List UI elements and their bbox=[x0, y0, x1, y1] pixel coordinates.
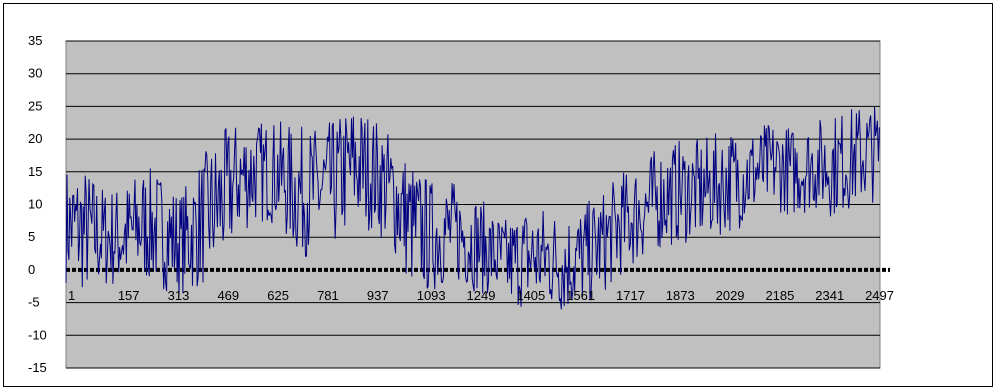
x-tick-label: 1093 bbox=[417, 288, 446, 303]
chart-frame: 35 30 25 20 15 10 5 0 -5 -10 -15 1 157 313 469 625 781 9… bbox=[3, 3, 993, 387]
y-tick-label: -5 bbox=[28, 295, 40, 310]
x-tick-label: 2029 bbox=[716, 288, 745, 303]
x-tick-label: 1405 bbox=[516, 288, 545, 303]
x-tick-label: 313 bbox=[168, 288, 190, 303]
x-tick-label: 157 bbox=[118, 288, 140, 303]
y-tick-label: 35 bbox=[28, 33, 42, 48]
x-tick-label: 781 bbox=[317, 288, 339, 303]
y-tick-label: -10 bbox=[28, 327, 47, 342]
x-tick-label: 937 bbox=[367, 288, 389, 303]
x-tick-label: 1717 bbox=[616, 288, 645, 303]
x-tick-label: 625 bbox=[267, 288, 289, 303]
x-tick-label: 1873 bbox=[666, 288, 695, 303]
x-tick-label: 1 bbox=[68, 288, 75, 303]
y-tick-label: 5 bbox=[28, 229, 35, 244]
series-line bbox=[65, 106, 880, 310]
y-tick-label: 25 bbox=[28, 98, 42, 113]
x-tick-label: 1249 bbox=[467, 288, 496, 303]
y-tick-label: 20 bbox=[28, 131, 42, 146]
x-tick-label: 2497 bbox=[865, 288, 894, 303]
y-tick-label: 30 bbox=[28, 66, 42, 81]
x-tick-label: 2341 bbox=[815, 288, 844, 303]
y-tick-label: -15 bbox=[28, 360, 47, 375]
x-tick-label: 1561 bbox=[566, 288, 595, 303]
y-tick-label: 15 bbox=[28, 164, 42, 179]
temperature-line-chart: 35 30 25 20 15 10 5 0 -5 -10 -15 1 157 313 469 625 781 9… bbox=[28, 33, 894, 375]
x-tick-label: 469 bbox=[217, 288, 239, 303]
x-tick-label: 2185 bbox=[765, 288, 794, 303]
y-tick-label: 10 bbox=[28, 197, 42, 212]
y-tick-label: 0 bbox=[28, 262, 35, 277]
